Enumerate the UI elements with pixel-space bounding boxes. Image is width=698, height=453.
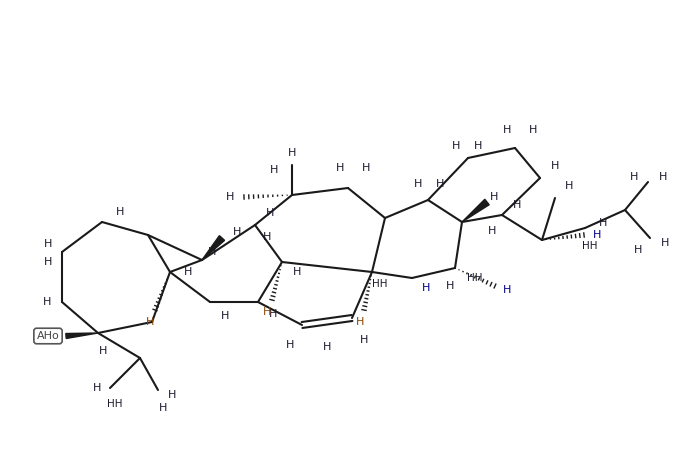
Text: H: H [168,390,176,400]
Text: H: H [44,239,52,249]
Text: H: H [43,297,51,307]
Text: H: H [436,179,444,189]
Text: H: H [146,317,154,327]
Text: H: H [362,163,370,173]
Text: H: H [288,148,296,158]
Text: H: H [159,403,168,413]
Text: H: H [93,383,101,393]
Text: H: H [270,165,279,175]
Text: H: H [529,125,537,135]
Text: H: H [599,218,607,228]
Text: AHo: AHo [36,331,59,341]
Text: H: H [452,141,460,151]
Text: H: H [634,245,642,255]
Text: H: H [99,346,107,356]
Text: H: H [269,309,277,319]
Text: H: H [474,141,482,151]
Text: H: H [488,226,496,236]
Text: H: H [263,307,272,317]
Text: H: H [503,285,511,295]
Text: H: H [661,238,669,248]
Text: H: H [565,181,573,191]
Text: H: H [263,232,272,242]
Text: H: H [659,172,667,182]
Polygon shape [462,199,489,222]
Text: H: H [116,207,124,217]
Text: HH: HH [107,399,123,409]
Text: H: H [503,125,511,135]
Text: HH: HH [582,241,597,251]
Text: H: H [513,200,521,210]
Text: H: H [285,340,294,350]
Polygon shape [66,333,98,338]
Text: H: H [630,172,638,182]
Text: H: H [293,267,302,277]
Text: H: H [359,335,368,345]
Text: HH: HH [372,279,388,289]
Text: H: H [221,311,229,321]
Text: H: H [226,192,235,202]
Text: H: H [593,230,601,240]
Polygon shape [202,236,225,260]
Text: H: H [184,267,192,277]
Text: H: H [208,247,216,257]
Text: H: H [233,227,242,237]
Text: HH: HH [467,273,483,283]
Text: H: H [422,283,430,293]
Text: H: H [322,342,331,352]
Text: H: H [266,208,274,218]
Text: H: H [336,163,344,173]
Text: H: H [356,317,364,327]
Text: H: H [490,192,498,202]
Text: H: H [44,257,52,267]
Text: H: H [551,161,559,171]
Text: H: H [446,281,454,291]
Text: H: H [414,179,422,189]
